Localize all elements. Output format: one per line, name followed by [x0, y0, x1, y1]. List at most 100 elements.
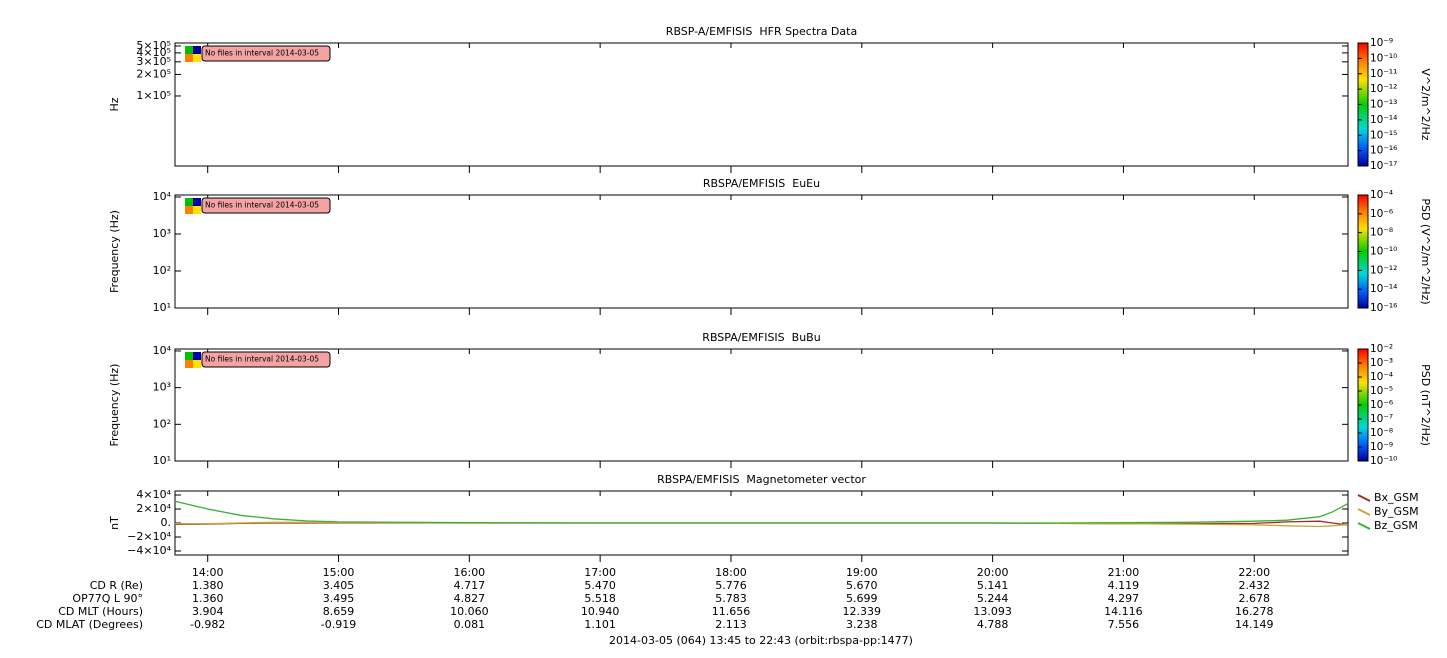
- note-box: [201, 351, 331, 368]
- y-tick-label: 3×10⁵: [136, 55, 171, 68]
- ephemeris-value: 5.670: [846, 579, 878, 592]
- plot-frame: [174, 42, 1349, 167]
- ephemeris-value: 5.783: [715, 592, 747, 605]
- x-tick-label: 15:00: [323, 566, 355, 579]
- x-tick-label: 21:00: [1108, 566, 1140, 579]
- y-tick-label: 2×10⁵: [136, 67, 171, 80]
- x-tick-label: 22:00: [1238, 566, 1270, 579]
- ephemeris-value: 14.149: [1235, 618, 1274, 631]
- colorbar-tick-label: 10⁻⁸: [1370, 427, 1393, 439]
- colorbar-tick-label: 10⁻⁷: [1370, 413, 1393, 425]
- legend-swatch: [1357, 494, 1371, 502]
- colorbar-tick-label: 10⁻¹⁴: [1370, 283, 1397, 295]
- icon-cell: [185, 46, 193, 54]
- ephemeris-value: -0.982: [190, 618, 225, 631]
- colorbar-tick-label: 10⁻⁵: [1370, 385, 1393, 397]
- ephemeris-value: 7.556: [1108, 618, 1140, 631]
- panel-title: RBSPA/EMFISIS EuEu: [703, 177, 820, 190]
- colorbar-tick-label: 10⁻¹⁶: [1370, 145, 1397, 157]
- icon-cell: [193, 54, 201, 62]
- x-tick-label: 17:00: [584, 566, 616, 579]
- ephemeris-value: 4.297: [1108, 592, 1140, 605]
- y-axis-label: Hz: [108, 97, 121, 111]
- note-box: [201, 45, 331, 62]
- y-tick-label: 5×10⁵: [136, 39, 171, 52]
- ephemeris-value: -0.919: [321, 618, 356, 631]
- ephemeris-label: CD R (Re): [90, 579, 143, 592]
- y-axis-label: Frequency (Hz): [108, 364, 121, 447]
- ephemeris-value: 4.827: [454, 592, 486, 605]
- icon-cell: [193, 352, 201, 360]
- x-tick-label: 14:00: [192, 566, 224, 579]
- icon-cell: [185, 360, 193, 368]
- y-tick-label: 10²: [153, 264, 171, 277]
- x-tick-label: 20:00: [977, 566, 1009, 579]
- y-tick-label: 2×10⁴: [136, 502, 171, 515]
- colorbar-tick-label: 10⁻⁸: [1370, 227, 1393, 239]
- ephemeris-value: 10.940: [581, 605, 620, 618]
- y-tick-label: 1×10⁵: [136, 89, 171, 102]
- ephemeris-value: 4.717: [454, 579, 486, 592]
- plot-frame: [174, 194, 1349, 309]
- legend-swatch: [1357, 522, 1371, 530]
- icon-cell: [193, 46, 201, 54]
- icon-cell: [185, 54, 193, 62]
- no-data-note: No files in interval 2014-03-05: [185, 45, 331, 62]
- ephemeris-value: 2.678: [1238, 592, 1270, 605]
- ephemeris-label: OP77Q L 90°: [72, 592, 143, 605]
- panel-title: RBSPA/EMFISIS Magnetometer vector: [657, 473, 866, 486]
- ephemeris-value: 10.060: [450, 605, 489, 618]
- icon-cell: [193, 198, 201, 206]
- panel-title: RBSP-A/EMFISIS HFR Spectra Data: [666, 25, 857, 38]
- ephemeris-value: 1.101: [584, 618, 616, 631]
- ephemeris-value: 1.360: [192, 592, 224, 605]
- colorbar-tick-label: 10⁻¹²: [1370, 83, 1397, 95]
- colorbar-tick-label: 10⁻⁴: [1370, 189, 1393, 201]
- ephemeris-value: 3.495: [323, 592, 355, 605]
- ephemeris-value: 14.116: [1104, 605, 1143, 618]
- ephemeris-label: CD MLAT (Degrees): [36, 618, 143, 631]
- icon-cell: [185, 352, 193, 360]
- colorbar-tick-label: 10⁻¹¹: [1370, 68, 1397, 80]
- ephemeris-value: 5.141: [977, 579, 1009, 592]
- colorbar-tick-label: 10⁻³: [1370, 357, 1393, 369]
- colorbar-tick-label: 10⁻¹³: [1370, 99, 1397, 111]
- y-tick-label: 10⁴: [153, 344, 172, 357]
- ephemeris-value: 2.432: [1238, 579, 1270, 592]
- y-tick-label: 4×10⁵: [136, 46, 171, 59]
- colorbar-tick-label: 10⁻¹⁴: [1370, 114, 1397, 126]
- ephemeris-value: 8.659: [323, 605, 355, 618]
- ephemeris-value: 2.113: [715, 618, 747, 631]
- ephemeris-value: 16.278: [1235, 605, 1274, 618]
- y-tick-label: 10¹: [153, 301, 171, 314]
- y-tick-label: 4×10⁴: [136, 488, 171, 501]
- legend-label: By_GSM: [1374, 505, 1419, 518]
- colorbar-tick-label: 10⁻¹⁷: [1370, 160, 1397, 172]
- colorbar-tick-label: 10⁻⁴: [1370, 371, 1393, 383]
- ephemeris-value: 12.339: [843, 605, 882, 618]
- y-tick-label: 10⁴: [153, 190, 172, 203]
- colorbar-tick-label: 10⁻²: [1370, 343, 1393, 355]
- ephemeris-value: 5.470: [584, 579, 616, 592]
- colorbar-tick-label: 10⁻¹⁰: [1370, 455, 1397, 467]
- x-tick-label: 19:00: [846, 566, 878, 579]
- colorbar-tick-label: 10⁻¹⁶: [1370, 302, 1397, 314]
- no-data-note: No files in interval 2014-03-05: [185, 351, 331, 368]
- colorbar-tick-label: 10⁻⁶: [1370, 399, 1393, 411]
- colorbar-label: V^2/m^2/Hz: [1419, 68, 1432, 140]
- note-text: No files in interval 2014-03-05: [205, 355, 319, 364]
- note-text: No files in interval 2014-03-05: [205, 201, 319, 210]
- ephemeris-value: 3.238: [846, 618, 878, 631]
- panel-title: RBSPA/EMFISIS BuBu: [702, 331, 820, 344]
- plot-frame: [174, 348, 1349, 462]
- y-axis-label: nT: [108, 516, 121, 530]
- legend-swatch: [1357, 508, 1371, 516]
- note-text: No files in interval 2014-03-05: [205, 49, 319, 58]
- y-tick-label: −2×10⁴: [127, 530, 171, 543]
- legend-label: Bx_GSM: [1374, 491, 1419, 504]
- colorbar-tick-label: 10⁻⁹: [1370, 37, 1393, 49]
- ephemeris-label: CD MLT (Hours): [58, 605, 143, 618]
- y-tick-label: 10³: [153, 381, 171, 394]
